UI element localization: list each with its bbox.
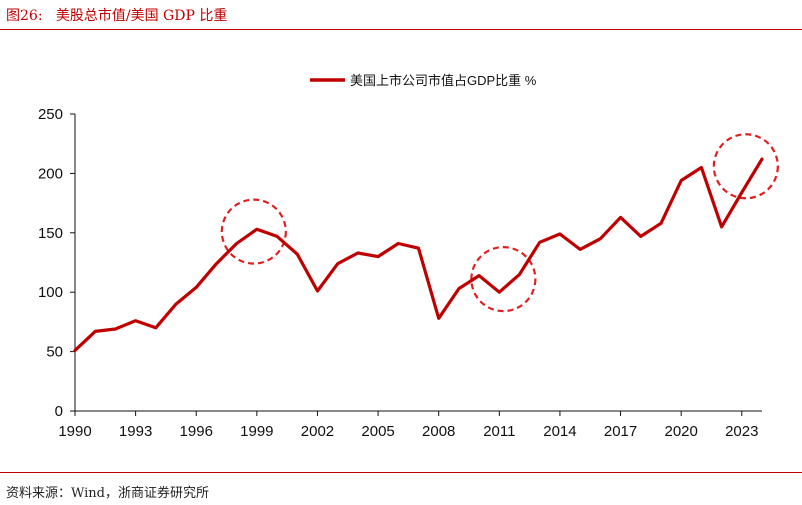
chart-axes: 0 50 100 150 200 250 1990 1993 1996 1999 2002 2005 2… xyxy=(38,106,762,440)
x-tick-label: 2011 xyxy=(483,423,515,440)
x-tick-label: 2014 xyxy=(543,423,576,440)
y-tick-label: 200 xyxy=(38,165,63,182)
x-tick-label: 2005 xyxy=(361,423,394,440)
y-tick-label: 100 xyxy=(38,284,63,301)
footer-divider xyxy=(0,472,802,473)
highlight-circles xyxy=(220,133,779,313)
x-tick-label: 2008 xyxy=(422,423,455,440)
x-tick-label: 1993 xyxy=(119,423,152,440)
x-tick-label: 1999 xyxy=(240,423,273,440)
figure-label: 图26: xyxy=(6,8,43,24)
chart-title: 美股总市值/美国 GDP 比重 xyxy=(55,8,228,24)
x-tick-label: 1990 xyxy=(58,423,91,440)
y-tick-label: 150 xyxy=(38,225,63,242)
chart-series xyxy=(73,157,764,352)
y-tick-label: 50 xyxy=(46,344,63,361)
y-tick-label: 0 xyxy=(55,403,63,420)
highlight-circle xyxy=(712,133,779,200)
figure-header: 图26: 美股总市值/美国 GDP 比重 xyxy=(0,0,802,30)
figure-title: 图26: 美股总市值/美国 GDP 比重 xyxy=(6,5,227,25)
chart-legend: 美国上市公司市值占GDP比重 % xyxy=(310,73,537,88)
legend-label: 美国上市公司市值占GDP比重 % xyxy=(350,73,537,88)
y-tick-label: 250 xyxy=(38,106,63,123)
highlight-circle xyxy=(220,198,287,265)
x-tick-label: 2017 xyxy=(604,423,637,440)
x-tick-label: 2002 xyxy=(301,423,334,440)
x-tick-label: 2023 xyxy=(725,423,758,440)
x-tick-label: 2020 xyxy=(664,423,697,440)
x-tick-label: 1996 xyxy=(180,423,213,440)
source-note: 资料来源：Wind，浙商证券研究所 xyxy=(6,486,209,501)
series-line xyxy=(73,157,764,352)
